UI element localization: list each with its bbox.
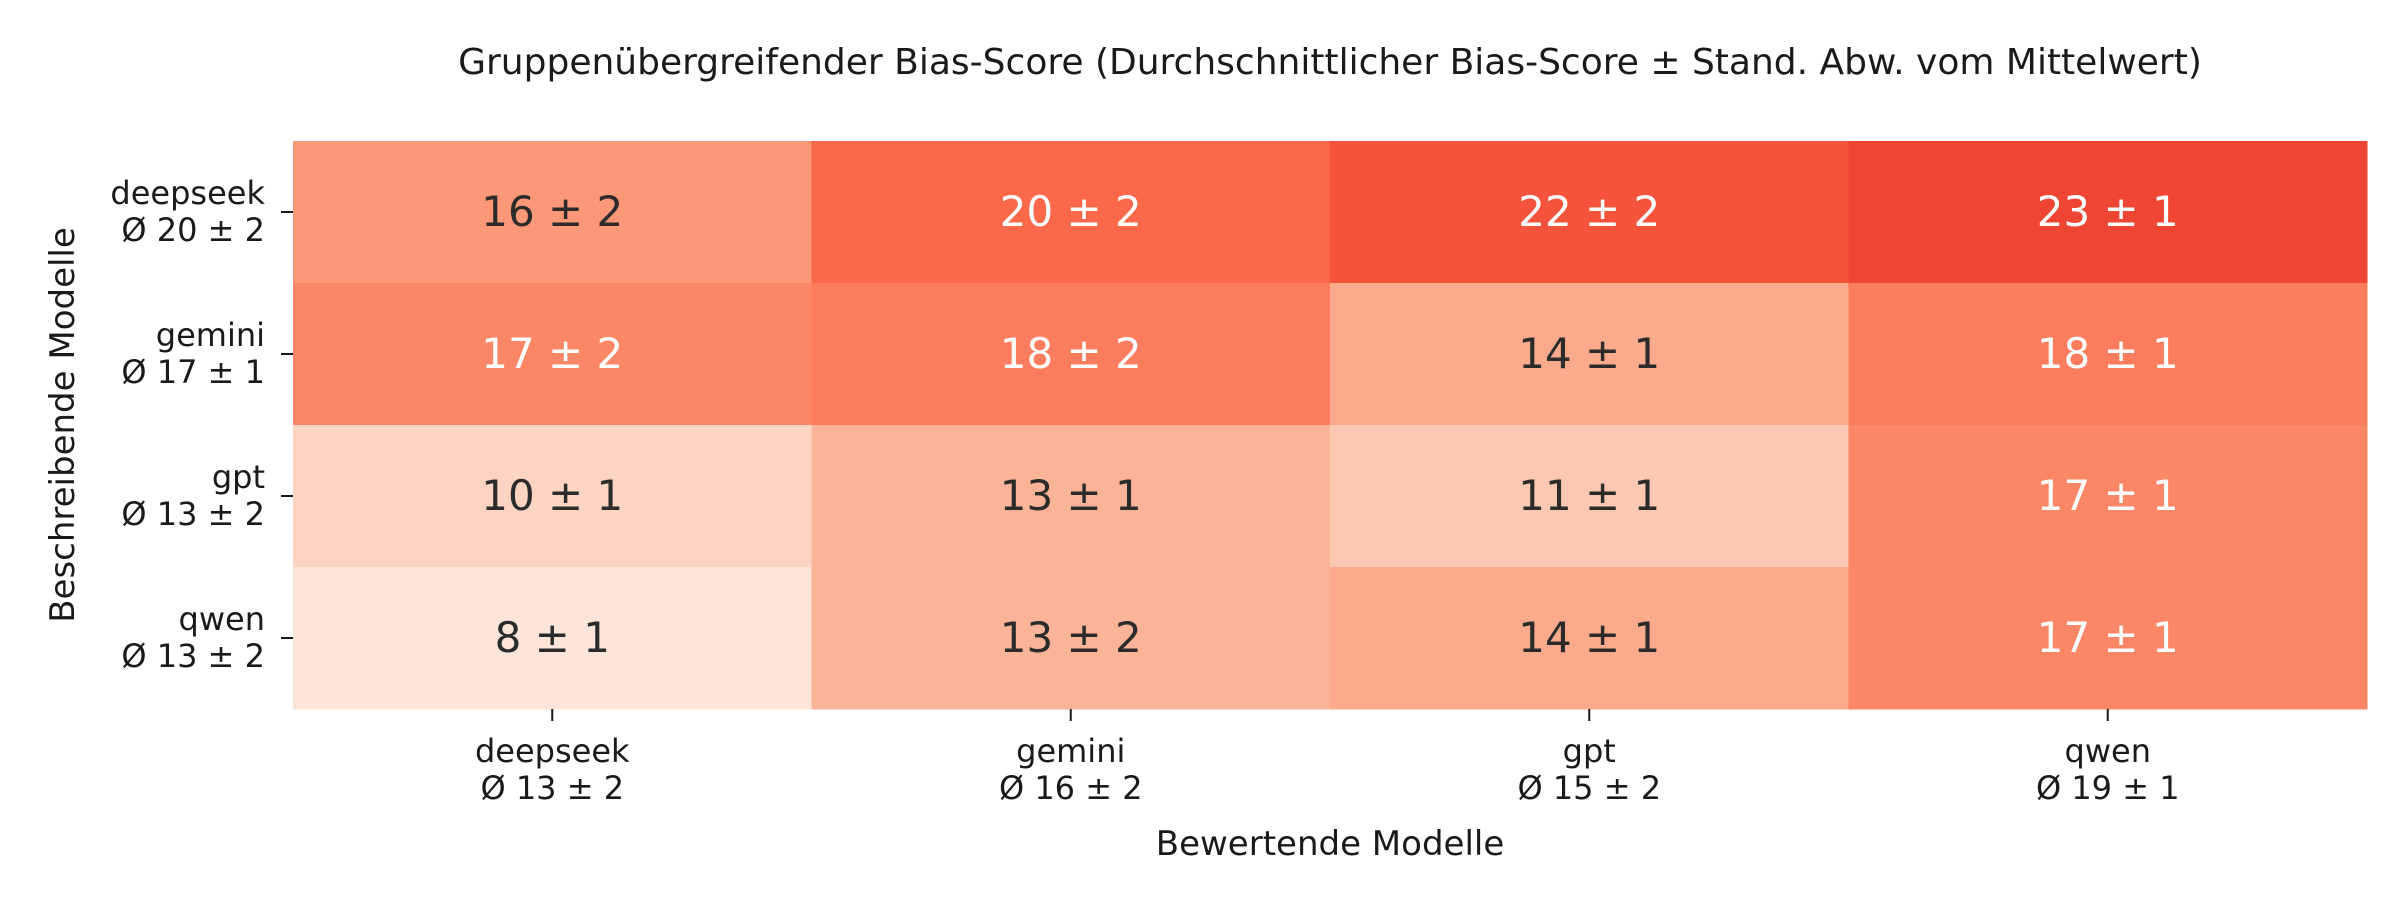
heatmap-cell-deepseek-qwen (1848, 141, 2368, 284)
cell-value-label: 13 ± 1 (1000, 471, 1142, 520)
chart-title: Gruppenübergreifender Bias-Score (Durchs… (458, 42, 2202, 83)
y-axis-label: Beschreibende Modelle (43, 227, 83, 623)
cell-value-label: 17 ± 2 (481, 329, 623, 378)
y-tick-summary: Ø 13 ± 2 (121, 495, 265, 533)
x-tick-summary: Ø 19 ± 1 (2036, 769, 2180, 807)
heatmap-cell-gpt-deepseek (293, 425, 812, 568)
cell-value-label: 8 ± 1 (495, 613, 610, 662)
y-tick-summary: Ø 17 ± 1 (121, 353, 265, 391)
cell-value-label: 23 ± 1 (2037, 187, 2179, 236)
heatmap-cell-gemini-gemini (811, 283, 1331, 426)
heatmap-cell-qwen-deepseek (293, 567, 812, 710)
x-tick-label: gpt (1563, 732, 1616, 770)
x-tick-label: deepseek (475, 732, 630, 770)
heatmap-cell-gpt-qwen (1848, 425, 2368, 568)
heatmap-cell-gemini-deepseek (293, 283, 812, 426)
cell-value-label: 17 ± 1 (2037, 613, 2179, 662)
cell-value-label: 20 ± 2 (1000, 187, 1142, 236)
heatmap-cell-qwen-gemini (811, 567, 1331, 710)
cell-value-label: 14 ± 1 (1518, 613, 1660, 662)
heatmap-cell-gemini-qwen (1848, 283, 2368, 426)
cell-value-label: 17 ± 1 (2037, 471, 2179, 520)
y-tick-summary: Ø 13 ± 2 (121, 637, 265, 675)
heatmap-cell-labels: 16 ± 2 20 ± 2 22 ± 2 23 ± 1 17 ± 2 18 ± 2 14 ±… (481, 187, 2179, 662)
heatmap-cell-gpt-gpt (1330, 425, 1849, 568)
heatmap-cell-gpt-gemini (811, 425, 1331, 568)
x-tick-summary: Ø 13 ± 2 (480, 769, 624, 807)
cell-value-label: 11 ± 1 (1518, 471, 1660, 520)
x-tick-summary: Ø 15 ± 2 (1517, 769, 1661, 807)
y-tick-label: gpt (212, 458, 265, 496)
heatmap-cell-deepseek-gemini (811, 141, 1331, 284)
cell-value-label: 18 ± 2 (1000, 329, 1142, 378)
y-tick-summary: Ø 20 ± 2 (121, 211, 265, 249)
y-tick-label: deepseek (110, 174, 265, 212)
x-axis-label: Bewertende Modelle (1156, 824, 1505, 864)
heatmap-cell-qwen-qwen (1848, 567, 2368, 710)
cell-value-label: 18 ± 1 (2037, 329, 2179, 378)
heatmap-cells (293, 141, 2368, 710)
y-tick-label: qwen (179, 600, 265, 638)
heatmap-cell-deepseek-gpt (1330, 141, 1849, 284)
heatmap-cell-deepseek-deepseek (293, 141, 812, 284)
cell-value-label: 13 ± 2 (1000, 613, 1142, 662)
heatmap-cell-qwen-gpt (1330, 567, 1849, 710)
x-tick-summary: Ø 16 ± 2 (999, 769, 1143, 807)
cell-value-label: 16 ± 2 (481, 187, 623, 236)
x-tick-label: gemini (1016, 732, 1125, 770)
y-tick-label: gemini (156, 316, 265, 354)
heatmap-cell-gemini-gpt (1330, 283, 1849, 426)
cell-value-label: 14 ± 1 (1518, 329, 1660, 378)
x-tick-label: qwen (2065, 732, 2151, 770)
cell-value-label: 22 ± 2 (1518, 187, 1660, 236)
cell-value-label: 10 ± 1 (481, 471, 623, 520)
